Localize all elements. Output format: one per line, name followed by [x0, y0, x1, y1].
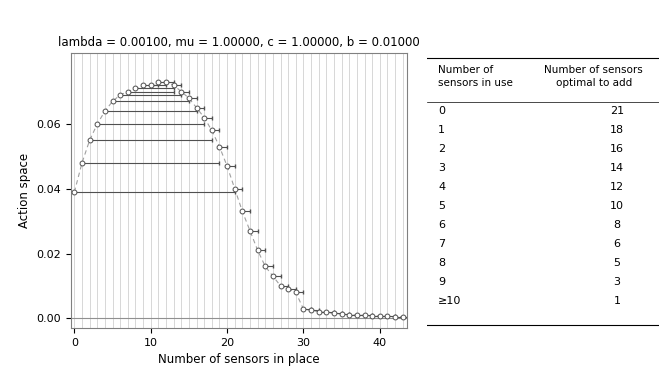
Text: 3: 3	[614, 277, 620, 287]
X-axis label: Number of sensors in place: Number of sensors in place	[158, 353, 319, 366]
Text: 3: 3	[438, 162, 446, 173]
Text: 5: 5	[438, 201, 446, 211]
Title: lambda = 0.00100, mu = 1.00000, c = 1.00000, b = 0.01000: lambda = 0.00100, mu = 1.00000, c = 1.00…	[58, 36, 419, 49]
Text: 9: 9	[438, 277, 446, 287]
Text: 14: 14	[610, 162, 624, 173]
Text: 6: 6	[614, 239, 620, 249]
Y-axis label: Action space: Action space	[17, 153, 30, 228]
Text: 5: 5	[614, 258, 620, 268]
Text: 12: 12	[610, 182, 624, 192]
Text: ≥10: ≥10	[438, 296, 462, 306]
Text: 21: 21	[610, 106, 624, 116]
Text: 4: 4	[438, 182, 446, 192]
Text: 16: 16	[610, 144, 624, 153]
Text: Number of
sensors in use: Number of sensors in use	[438, 65, 513, 87]
Text: 6: 6	[438, 220, 446, 230]
Text: 10: 10	[610, 201, 624, 211]
Text: 7: 7	[438, 239, 446, 249]
Text: 0: 0	[438, 106, 446, 116]
Text: 18: 18	[610, 124, 624, 135]
Text: 1: 1	[614, 296, 620, 306]
Text: 2: 2	[438, 144, 446, 153]
Text: 1: 1	[438, 124, 446, 135]
Text: 8: 8	[438, 258, 446, 268]
Text: Number of sensors
optimal to add: Number of sensors optimal to add	[544, 65, 643, 87]
Text: 8: 8	[614, 220, 620, 230]
